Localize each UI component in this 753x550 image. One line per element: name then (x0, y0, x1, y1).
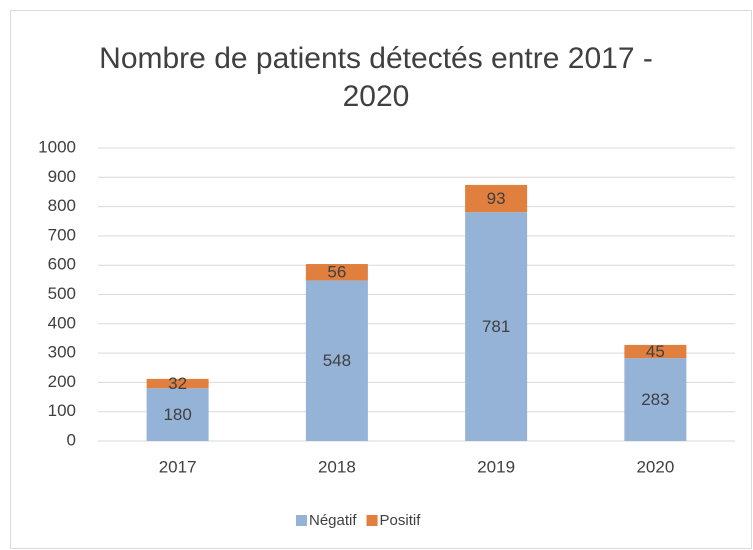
y-tick-label: 600 (48, 255, 76, 274)
y-tick-label: 900 (48, 167, 76, 186)
data-label: 45 (646, 342, 665, 361)
data-label: 32 (168, 374, 187, 393)
data-label: 781 (482, 317, 510, 336)
chart-border (10, 10, 752, 549)
bar-segment (146, 388, 209, 441)
bar-segment (465, 184, 528, 213)
x-tick-label: 2017 (159, 457, 197, 476)
y-tick-label: 0 (67, 430, 76, 449)
legend-label: Positif (380, 512, 422, 529)
y-tick-label: 1000 (38, 137, 76, 156)
bar-segment (146, 378, 209, 389)
data-label: 93 (487, 189, 506, 208)
data-label: 56 (327, 263, 346, 282)
y-tick-label: 700 (48, 225, 76, 244)
x-tick-label: 2019 (477, 457, 515, 476)
data-label: 180 (163, 405, 191, 424)
bar-segment (305, 264, 368, 281)
bar-segment (624, 358, 687, 441)
data-label: 283 (641, 390, 669, 409)
bar-segment (624, 344, 687, 359)
y-tick-label: 100 (48, 401, 76, 420)
y-tick-label: 300 (48, 343, 76, 362)
bar-segment (465, 212, 528, 441)
legend-swatch (296, 515, 307, 526)
y-tick-label: 200 (48, 372, 76, 391)
legend-label: Négatif (309, 512, 357, 529)
y-tick-label: 400 (48, 313, 76, 332)
bar-segment (305, 280, 368, 441)
y-tick-label: 500 (48, 284, 76, 303)
x-tick-label: 2020 (636, 457, 674, 476)
data-label: 548 (323, 351, 351, 370)
chart-title: Nombre de patients détectés entre 2017 -… (99, 42, 653, 113)
x-tick-label: 2018 (318, 457, 356, 476)
legend-swatch (366, 515, 378, 526)
y-tick-label: 800 (48, 196, 76, 215)
